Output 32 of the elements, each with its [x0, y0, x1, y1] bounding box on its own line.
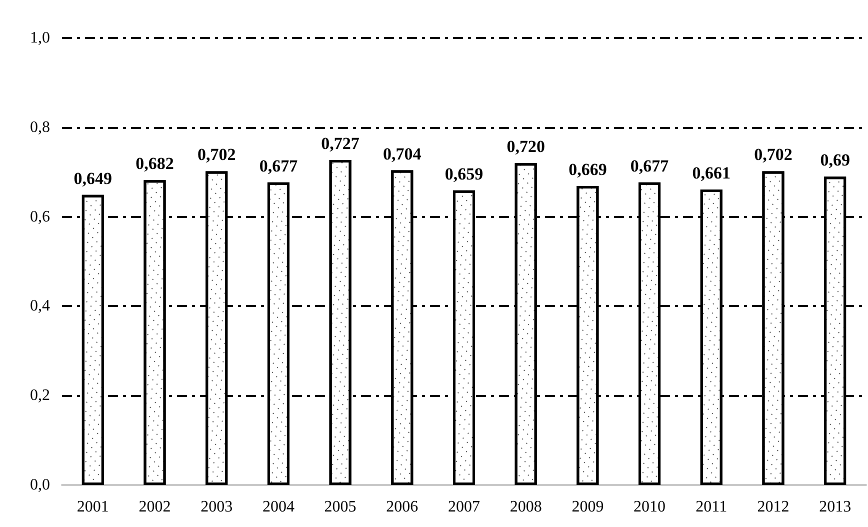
- data-label: 0,677: [630, 156, 670, 176]
- x-tick-label: 2003: [200, 498, 233, 516]
- x-tick-label: 2006: [386, 498, 418, 516]
- data-label: 0,659: [444, 164, 484, 184]
- y-tick-label: 0,4: [30, 298, 50, 315]
- data-label: 0,661: [692, 164, 731, 183]
- x-tick-label: 2004: [262, 498, 294, 516]
- x-tick-label: 2002: [138, 498, 171, 516]
- y-tick-label: 0,2: [30, 387, 50, 404]
- data-label: 0,677: [259, 156, 298, 176]
- x-tick-label: 2008: [510, 498, 542, 516]
- x-tick-label: 2012: [757, 498, 790, 516]
- y-tick-label: 0,6: [30, 208, 50, 226]
- x-tick-label: 2010: [634, 498, 666, 516]
- x-tick-label: 2007: [448, 498, 480, 516]
- data-label: 0,702: [754, 145, 792, 164]
- data-label: 0,704: [383, 144, 422, 164]
- y-tick-label: 0,0: [30, 476, 50, 494]
- x-tick-label: 2009: [572, 498, 604, 516]
- data-label: 0,702: [197, 145, 236, 164]
- data-label: 0,69: [820, 150, 850, 170]
- y-tick-label: 0,8: [30, 118, 50, 136]
- x-tick-label: 2005: [324, 498, 356, 516]
- data-label: 0,727: [321, 134, 360, 154]
- y-tick-label: 1,0: [30, 30, 50, 46]
- data-label: 0,669: [568, 160, 607, 179]
- data-label: 0,649: [74, 168, 112, 188]
- x-tick-label: 2013: [819, 498, 852, 516]
- x-tick-label: 2011: [696, 498, 728, 516]
- data-label: 0,682: [136, 154, 174, 174]
- data-label: 0,720: [506, 137, 545, 156]
- x-tick-label: 2001: [76, 498, 109, 516]
